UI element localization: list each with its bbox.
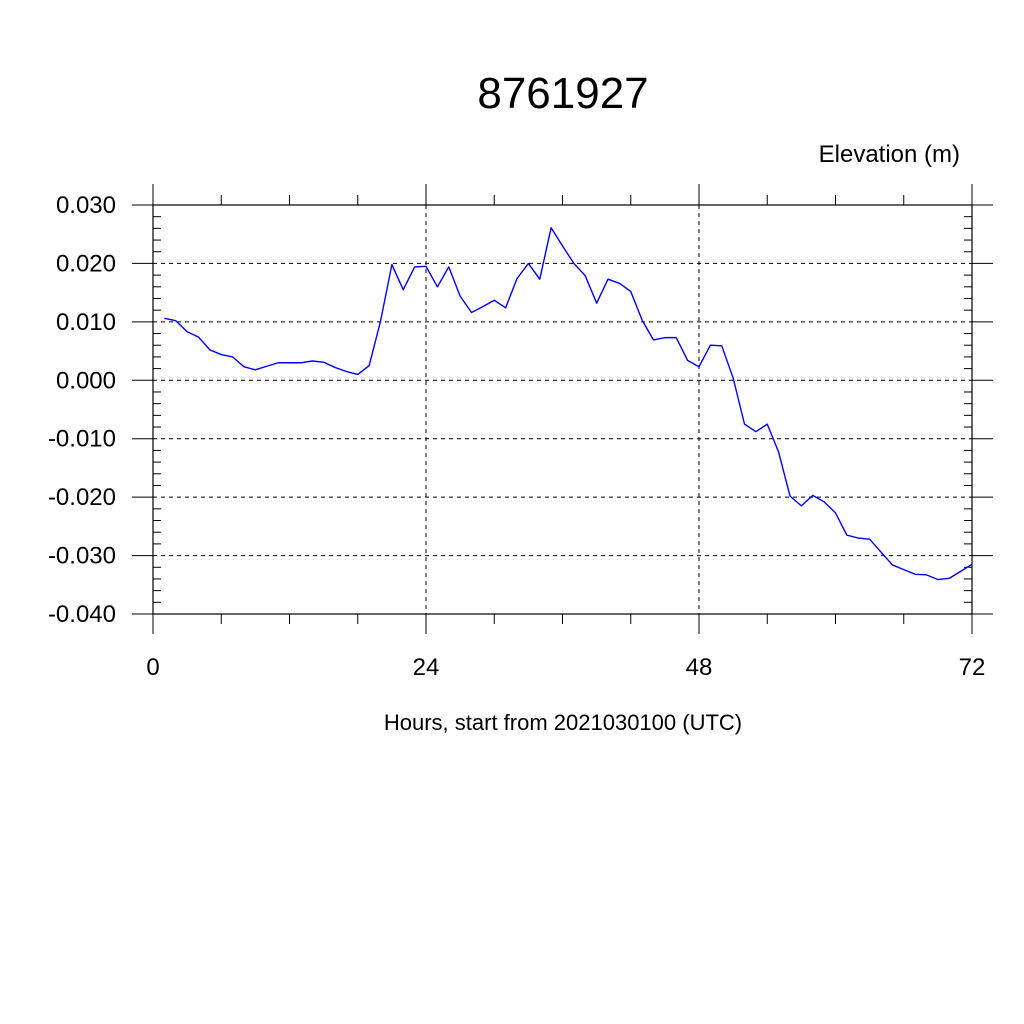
- axis-ticks: [132, 184, 993, 634]
- y-tick-label: 0.030: [56, 192, 116, 219]
- plot-frame: [152, 204, 973, 615]
- y-tick-label: 0.000: [56, 367, 116, 394]
- grid: [153, 204, 972, 615]
- y-tick-label: -0.020: [48, 484, 116, 511]
- y-tick-label: 0.020: [56, 250, 116, 277]
- x-tick-label: 72: [959, 654, 986, 681]
- x-tick-label: 48: [686, 654, 713, 681]
- x-tick-label: 24: [413, 654, 440, 681]
- series-layer: [164, 227, 973, 581]
- y-tick-label: -0.040: [48, 601, 116, 628]
- x-tick-label: 0: [146, 654, 159, 681]
- elevation-series-line: [164, 227, 973, 581]
- y-tick-label: 0.010: [56, 309, 116, 336]
- y-axis-label: Elevation (m): [819, 141, 960, 168]
- tick-labels: 0.030 0.020 0.010 0.000 -0.010 -0.020 -0.030 -0…: [48, 192, 985, 681]
- x-axis-label: Hours, start from 2021030100 (UTC): [384, 710, 742, 735]
- y-tick-label: -0.010: [48, 426, 116, 453]
- chart-title: 8761927: [477, 69, 648, 118]
- y-tick-label: -0.030: [48, 543, 116, 570]
